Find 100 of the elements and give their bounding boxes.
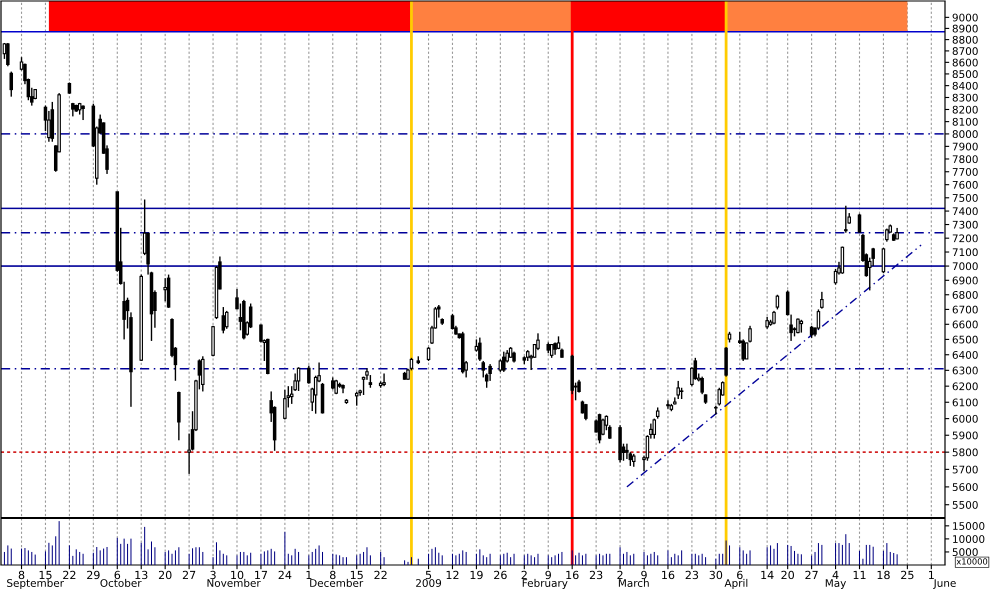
x-tick-label: 18 [878, 570, 890, 580]
x-tick-label: 20 [158, 570, 172, 580]
candlestick [68, 82, 72, 95]
y-tick-label: 7800 [952, 155, 978, 164]
candlestick [498, 358, 502, 373]
candlestick [704, 393, 708, 405]
candlestick [478, 336, 482, 362]
x-tick-label: 16 [566, 570, 579, 580]
x-tick-label: 13 [135, 570, 148, 580]
x-tick-label: 1 [306, 570, 312, 579]
y-tick-label: 8400 [952, 82, 978, 90]
candlestick [816, 308, 820, 330]
candlestick [508, 346, 512, 359]
y-tick-label: 5700 [952, 466, 978, 474]
candlestick [810, 325, 814, 339]
x-tick-label: 27 [805, 570, 818, 579]
y-tick-label: 6900 [952, 276, 978, 284]
y-tick-label: 9000 [952, 14, 978, 22]
y-tick-label: 7300 [952, 220, 978, 229]
x2-tick-label: October [100, 578, 142, 587]
y-tick-label: 8100 [952, 118, 978, 126]
candlestick [81, 104, 85, 121]
candlestick [714, 404, 718, 416]
y-tick-label: 8000 [952, 130, 978, 138]
candlestick [772, 310, 776, 325]
x-tick-label: 5 [426, 570, 432, 580]
candlestick [858, 213, 862, 234]
candlestick [765, 316, 769, 330]
candlestick [885, 228, 889, 242]
candlestick [222, 306, 226, 334]
candlestick [307, 364, 311, 384]
y-tick-label: 6800 [952, 290, 978, 299]
x2-tick-label: 2009 [416, 579, 442, 587]
y-tick-label: 6200 [952, 382, 978, 390]
y2-tick-label: 10000 [953, 535, 984, 543]
y-tick-label: 8900 [952, 24, 978, 33]
candlestick [550, 343, 554, 359]
candlestick [354, 391, 358, 406]
candlestick [748, 325, 752, 344]
y-tick-label: 8700 [952, 47, 978, 56]
y-tick-label: 8300 [952, 94, 978, 102]
x2-tick-label: September [7, 578, 64, 589]
candlestick [796, 318, 800, 334]
candlestick [512, 350, 516, 364]
x-tick-label: 11 [854, 570, 866, 579]
y-tick-label: 7600 [952, 180, 978, 189]
y-tick-label: 8600 [952, 58, 978, 66]
x-tick-label: 15 [350, 570, 363, 580]
candlestick [10, 70, 14, 98]
text: x10000 [956, 558, 988, 565]
x-tick-label: 25 [901, 570, 914, 580]
candlestick [296, 366, 300, 392]
candlestick [482, 360, 486, 378]
y-tick-label: 8800 [952, 36, 978, 44]
candlestick [368, 374, 372, 388]
y-tick-label: 5800 [952, 448, 978, 456]
y-tick-label: 8500 [952, 70, 978, 78]
y-tick-label: 7500 [952, 194, 978, 202]
y-tick-label: 7000 [952, 262, 978, 270]
candlestick [728, 331, 732, 344]
x2-tick-label: May [826, 579, 846, 589]
x-tick-label: 8 [18, 570, 24, 580]
x-tick-label: 2 [522, 570, 527, 579]
y-tick-label: 6300 [952, 366, 978, 374]
x-tick-label: 3 [210, 570, 216, 580]
x-tick-label: 19 [470, 570, 483, 580]
candlestick [546, 342, 550, 354]
y-tick-label: 8200 [952, 106, 978, 114]
candlestick [844, 205, 848, 234]
x-tick-label: 9 [641, 570, 647, 580]
y2-tick-label: 5000 [952, 548, 978, 556]
x-tick-label: 20 [781, 570, 794, 580]
x-tick-label: 2 [617, 570, 622, 579]
x-tick-label: 27 [182, 570, 196, 579]
x-tick-label: 23 [686, 570, 698, 580]
candlestick [382, 372, 386, 387]
candlestick [656, 406, 660, 420]
y-tick-label: 6000 [952, 414, 978, 423]
x2-tick-label: February [522, 578, 568, 589]
candlestick [224, 310, 228, 330]
candlestick [426, 346, 430, 362]
x2-tick-label: April [724, 578, 748, 589]
candlestick [283, 388, 287, 420]
candlestick [676, 380, 680, 400]
x-tick-label: 30 [710, 570, 722, 580]
y-tick-label: 5600 [952, 483, 978, 491]
x-tick-label: 14 [761, 570, 774, 579]
x-tick-label: 15 [40, 570, 52, 580]
candlestick [632, 453, 636, 468]
x2-tick-label: November [208, 578, 261, 587]
x-tick-label: 24 [278, 570, 292, 579]
y-tick-label: 6500 [952, 336, 978, 344]
y-tick-label: 5500 [952, 500, 978, 509]
candlestick [71, 102, 75, 118]
x-tick-label: 12 [446, 570, 458, 579]
y-tick-label: 7200 [952, 234, 978, 242]
y-tick-label: 7100 [952, 248, 978, 256]
candlestick [800, 319, 804, 334]
candlestick [553, 342, 557, 356]
y-tick-label: 6100 [952, 398, 978, 406]
